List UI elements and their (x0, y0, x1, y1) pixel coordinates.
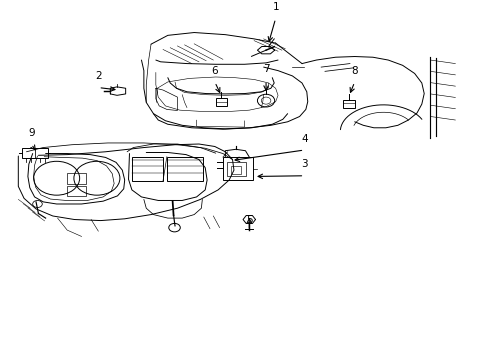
Bar (343, 100, 354, 108)
Bar (230, 166, 241, 174)
Bar (67, 173, 86, 184)
Text: 4: 4 (301, 134, 307, 144)
Text: 5: 5 (245, 215, 252, 225)
Text: 3: 3 (301, 159, 307, 170)
Text: 7: 7 (262, 64, 269, 74)
Bar (132, 157, 163, 181)
Text: 9: 9 (28, 128, 35, 138)
Bar (67, 186, 86, 196)
Text: 8: 8 (351, 66, 357, 76)
Text: 6: 6 (211, 66, 218, 76)
Bar (226, 162, 245, 176)
Bar (215, 98, 227, 106)
Bar (223, 157, 252, 180)
Text: 1: 1 (272, 2, 278, 12)
Bar (166, 157, 203, 181)
Bar (21, 148, 48, 158)
Text: 2: 2 (95, 71, 102, 81)
